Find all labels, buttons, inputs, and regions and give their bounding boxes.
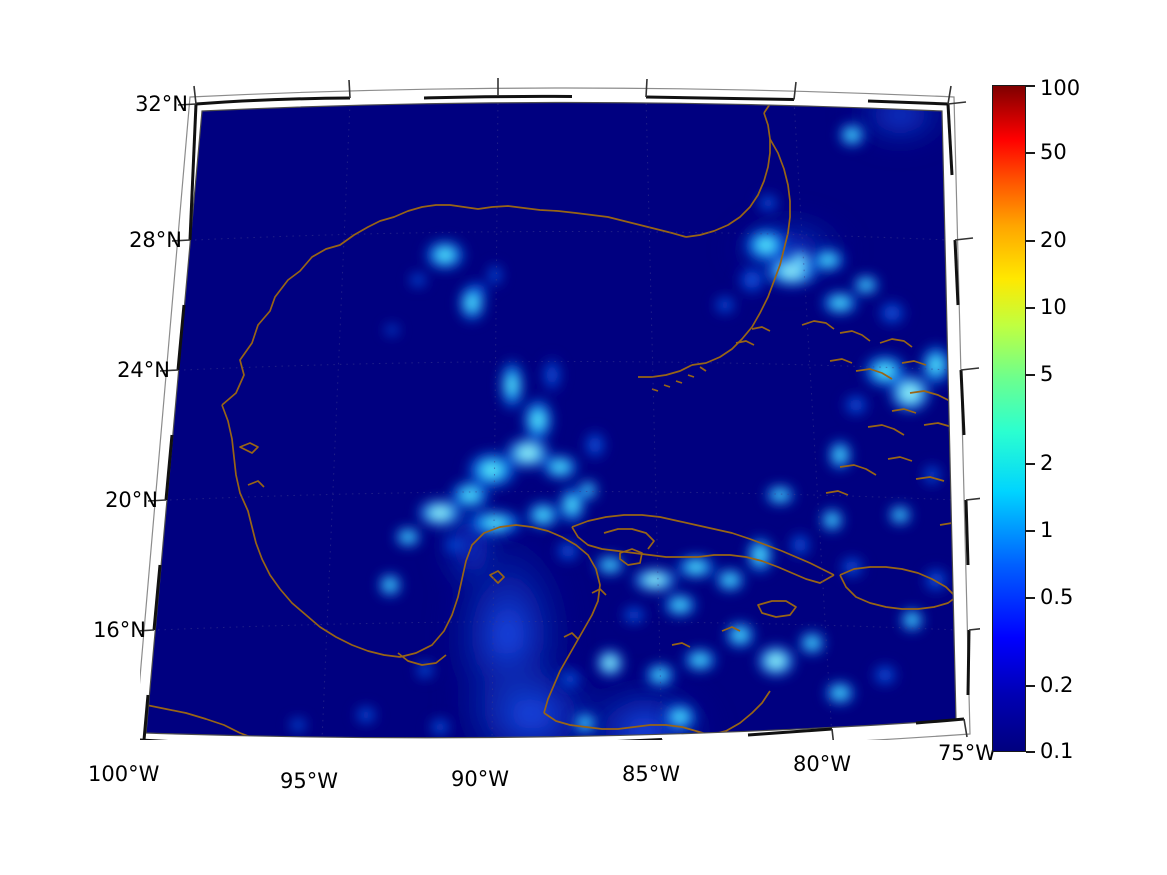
colorbar-tick-0.5: [1026, 597, 1035, 599]
colorbar-label-50: 50: [1040, 140, 1067, 164]
colorbar-label-2: 2: [1040, 451, 1054, 475]
y-tick-label-16N: 16°N: [93, 618, 146, 642]
colorbar-label-0.5: 0.5: [1040, 585, 1074, 609]
colorbar-tick-20: [1026, 240, 1035, 242]
x-tick-label-85W: 85°W: [622, 762, 680, 786]
colorbar-tick-2: [1026, 463, 1035, 465]
colorbar-label-20: 20: [1040, 228, 1067, 252]
colorbar[interactable]: 100 50 20 10 5 2 1 0.5 0.2 0.1: [992, 76, 1080, 763]
y-tick-label-24N: 24°N: [117, 358, 170, 382]
colorbar-label-5: 5: [1040, 362, 1054, 386]
colorbar-label-1: 1: [1040, 518, 1054, 542]
colorbar-tick-100: [1026, 85, 1035, 87]
frame-tick-marks: [140, 78, 980, 740]
colorbar-tick-0.1: [1026, 751, 1035, 753]
x-tick-label-95W: 95°W: [280, 769, 338, 793]
y-tick-label-20N: 20°N: [105, 488, 158, 512]
y-tick-label-32N: 32°N: [135, 92, 188, 116]
y-tick-label-28N: 28°N: [129, 228, 182, 252]
colorbar-tick-0.2: [1026, 685, 1035, 687]
map-projection-svg: [140, 78, 980, 740]
colorbar-tick-5: [1026, 374, 1035, 376]
frame-ticks-bottom: [140, 717, 965, 740]
colorbar-tick-10: [1026, 307, 1035, 309]
colorbar-label-100: 100: [1040, 76, 1081, 100]
frame-ticks-right: [946, 103, 971, 696]
colorbar-tick-1: [1026, 530, 1035, 532]
colorbar-label-10: 10: [1040, 295, 1067, 319]
coastlines: [146, 102, 956, 738]
map-panel[interactable]: 32°N 28°N 24°N 20°N 16°N 100°W 95°W 90°W…: [88, 75, 996, 793]
colorbar-label-0.2: 0.2: [1040, 673, 1074, 697]
map-frame: [140, 78, 980, 740]
field-cell-group-north-gulf: [382, 237, 505, 338]
colorbar-tick-50: [1026, 152, 1035, 154]
x-tick-label-75W: 75°W: [938, 741, 996, 765]
field-cell-group-campeche: [392, 353, 609, 555]
frame-ticks-left: [142, 103, 198, 740]
field-cell-group-caribbean: [286, 461, 952, 738]
x-tick-label-100W: 100°W: [88, 762, 160, 786]
colorbar-gradient: [992, 85, 1026, 752]
frame-ticks-top: [195, 94, 949, 106]
x-tick-label-90W: 90°W: [451, 767, 509, 791]
map-data-layer: [146, 102, 956, 738]
x-tick-label-80W: 80°W: [793, 752, 851, 776]
colorbar-label-0.1: 0.1: [1040, 739, 1074, 763]
field-cell-group-florida-bahamas: [711, 121, 954, 473]
